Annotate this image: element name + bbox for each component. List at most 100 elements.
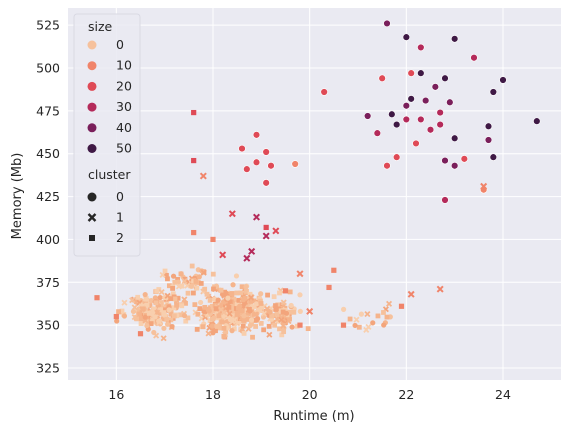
cloud-point <box>188 283 195 289</box>
cloud-point <box>156 287 162 292</box>
data-point <box>363 112 372 120</box>
cloud-point <box>190 290 196 296</box>
data-point <box>436 108 444 117</box>
cloud-point <box>119 308 125 314</box>
cloud-point <box>205 330 212 337</box>
cloud-point <box>277 290 282 296</box>
cloud-point <box>170 273 177 279</box>
data-point <box>407 95 415 103</box>
cloud-point <box>168 311 174 317</box>
cloud-point <box>270 319 276 325</box>
cloud-point <box>144 322 150 329</box>
cloud-point <box>168 317 174 323</box>
cloud-point <box>258 301 264 306</box>
y-tick-label: 500 <box>36 61 60 76</box>
legend-cluster-marker <box>87 213 97 222</box>
data-point <box>306 307 314 315</box>
data-point <box>326 284 332 291</box>
cloud-point <box>197 299 204 306</box>
cloud-point <box>198 315 205 322</box>
cloud-point <box>297 292 303 298</box>
data-point <box>262 232 270 240</box>
cloud-point <box>297 308 303 314</box>
cloud-point <box>225 291 231 297</box>
data-point <box>262 179 270 187</box>
cloud-point <box>260 310 267 317</box>
data-point <box>219 251 227 259</box>
cloud-point <box>356 324 362 330</box>
data-point <box>191 229 197 236</box>
legend-cluster-label: 2 <box>116 230 124 245</box>
cloud-point <box>147 303 153 308</box>
cloud-point <box>209 323 215 329</box>
data-point <box>291 160 299 168</box>
data-point <box>484 122 493 130</box>
data-point <box>252 213 261 221</box>
cloud-point <box>192 302 198 308</box>
cloud-point <box>156 318 162 324</box>
cloud-point <box>229 328 235 334</box>
cloud-point <box>287 309 293 315</box>
cloud-point <box>226 310 233 317</box>
cloud-point <box>159 271 166 278</box>
cloud-point <box>236 305 241 311</box>
cloud-point <box>170 286 176 291</box>
cloud-point <box>184 282 191 289</box>
cloud-point <box>364 311 371 318</box>
cloud-point <box>171 305 177 311</box>
cloud-point <box>175 283 182 290</box>
data-point <box>94 295 100 301</box>
x-axis-label: Runtime (m) <box>273 409 354 424</box>
cloud-point <box>210 330 216 336</box>
data-point <box>191 109 197 116</box>
cloud-point <box>247 322 253 329</box>
data-point <box>252 131 261 139</box>
y-tick-label: 350 <box>36 318 60 333</box>
cloud-point <box>274 316 281 323</box>
x-axis-ticks: 16 18 20 22 24 <box>108 387 511 402</box>
cloud-point <box>160 335 167 342</box>
cloud-point <box>258 291 264 297</box>
data-point <box>383 162 391 170</box>
cloud-point <box>181 278 188 285</box>
cloud-point <box>248 317 255 323</box>
cloud-point <box>158 288 165 296</box>
cloud-point <box>166 283 172 289</box>
cloud-point <box>370 320 376 326</box>
cloud-point <box>221 325 227 331</box>
cloud-point <box>241 331 247 336</box>
legend-size-label: 20 <box>116 78 132 93</box>
data-point <box>489 88 498 96</box>
cloud-point <box>213 328 218 334</box>
cloud-point <box>137 311 142 317</box>
legend-size-marker <box>87 81 97 91</box>
cloud-point <box>162 268 168 274</box>
cloud-point <box>175 279 181 285</box>
cloud-point <box>236 319 242 325</box>
cloud-point <box>243 299 248 305</box>
data-point <box>191 157 197 164</box>
cloud-point <box>193 279 199 284</box>
data-point <box>417 69 425 77</box>
cloud-point <box>254 306 261 313</box>
legend-cluster-marker <box>89 235 95 241</box>
data-point <box>402 115 411 124</box>
cloud-point <box>227 299 233 305</box>
cloud-point <box>244 288 249 294</box>
cloud-point <box>252 311 257 317</box>
cloud-point <box>231 326 237 332</box>
legend-size-label: 30 <box>116 99 132 114</box>
cloud-point <box>347 316 353 322</box>
cloud-point <box>189 263 195 269</box>
cloud-point <box>266 331 273 338</box>
cloud-point <box>279 332 285 338</box>
data-point <box>340 322 347 328</box>
cloud-point <box>168 296 174 302</box>
cloud-point <box>274 312 280 317</box>
cloud-point <box>142 314 148 320</box>
data-point <box>480 182 488 190</box>
cloud-point <box>138 321 144 326</box>
data-point <box>450 35 459 43</box>
data-point <box>392 153 401 161</box>
cloud-point <box>381 310 386 315</box>
